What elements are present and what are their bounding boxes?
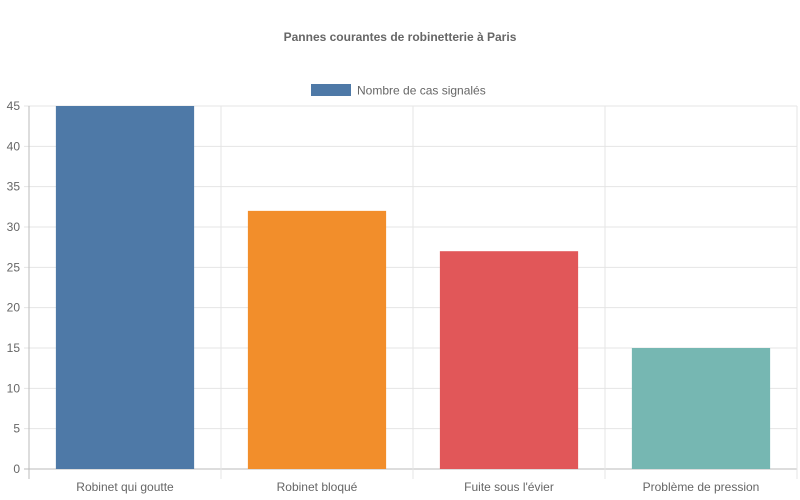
y-tick-label: 0 bbox=[13, 462, 20, 476]
y-tick-label: 10 bbox=[7, 381, 21, 395]
legend-swatch bbox=[311, 84, 351, 96]
x-tick-label: Robinet qui goutte bbox=[76, 480, 174, 494]
y-tick-label: 40 bbox=[7, 139, 21, 153]
tick-labels: 0 5 10 15 20 25 30 35 40 45 Robinet qui goutte Robi… bbox=[7, 99, 760, 494]
y-tick-label: 35 bbox=[7, 180, 21, 194]
x-tick-label: Robinet bloqué bbox=[277, 480, 358, 494]
y-tick-label: 25 bbox=[7, 260, 21, 274]
bar-3 bbox=[439, 251, 579, 469]
y-tick-label: 5 bbox=[13, 422, 20, 436]
y-tick-label: 20 bbox=[7, 301, 21, 315]
y-tick-label: 15 bbox=[7, 341, 21, 355]
x-tick-label: Problème de pression bbox=[643, 480, 760, 494]
y-tick-label: 30 bbox=[7, 220, 21, 234]
y-tick-label: 45 bbox=[7, 99, 21, 113]
bar-1 bbox=[55, 106, 195, 469]
chart-title: Pannes courantes de robinetterie à Paris bbox=[284, 30, 517, 44]
bar-4 bbox=[631, 348, 771, 469]
legend-label: Nombre de cas signalés bbox=[357, 84, 486, 98]
legend[interactable]: Nombre de cas signalés bbox=[311, 84, 486, 98]
bar-2 bbox=[247, 210, 387, 469]
bars bbox=[55, 106, 771, 469]
x-tick-label: Fuite sous l'évier bbox=[464, 480, 554, 494]
